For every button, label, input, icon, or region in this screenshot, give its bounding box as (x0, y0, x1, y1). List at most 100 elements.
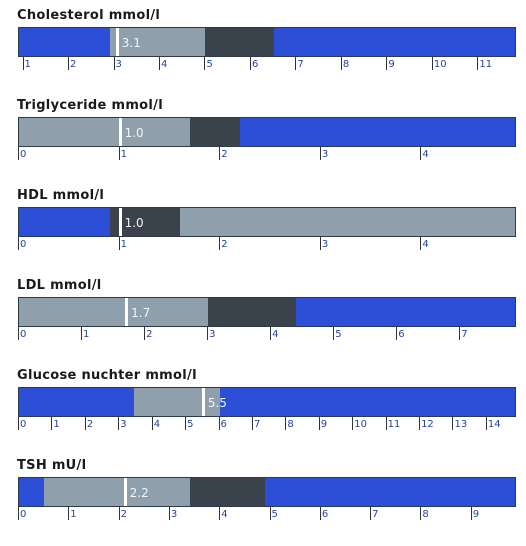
axis-tick-label: 2 (86, 419, 94, 430)
axis-tick (420, 237, 422, 250)
range-segment-light (44, 478, 191, 506)
range-segment-blue (273, 28, 515, 56)
axis-tick (420, 147, 422, 160)
value-marker (125, 298, 129, 326)
value-marker (123, 478, 127, 506)
value-label: 1.7 (131, 306, 151, 320)
range-bar: 1.0 (18, 117, 516, 147)
axis-tick-label: 9 (472, 509, 480, 520)
axis-tick-label: 5 (335, 329, 342, 340)
axis-tick (168, 507, 170, 520)
axis-tick (340, 57, 342, 70)
axis-tick (319, 147, 321, 160)
axis-tick-label: 14 (487, 419, 501, 430)
axis-tick-label: 0 (20, 509, 27, 520)
axis-tick-label: 3 (321, 149, 329, 160)
axis-tick (459, 327, 461, 340)
axis-tick-label: 8 (342, 59, 350, 70)
axis-tick-label: 1 (53, 419, 60, 430)
axis-tick (251, 417, 253, 430)
axis-tick (219, 507, 221, 520)
range-segment-light (19, 118, 115, 146)
axis-tick (269, 507, 271, 520)
range-segment-light (134, 388, 220, 416)
range-segment-blue (296, 298, 515, 326)
axis-tick-label: 5 (206, 59, 213, 70)
axis-tick (18, 237, 19, 250)
axis-tick (68, 507, 70, 520)
axis-tick-label: 8 (287, 419, 294, 430)
axis-tick-label: 3 (170, 509, 178, 520)
axis-tick (68, 57, 70, 70)
axis-tick (452, 417, 454, 430)
axis-tick (118, 507, 120, 520)
axis-tick-label: 1 (70, 509, 77, 520)
axis-tick-label: 1 (83, 329, 90, 340)
range-bar: 2.2 (18, 477, 516, 507)
axis: 0 1 2 3 4 5 6 7 8 9 (18, 507, 516, 521)
axis-tick-label: 2 (70, 59, 77, 70)
range-segment-blue (219, 388, 515, 416)
range-segment-blue (19, 388, 135, 416)
axis-tick (370, 507, 372, 520)
axis-tick-label: 4 (422, 239, 429, 250)
range-segment-blue (240, 118, 515, 146)
axis-tick (485, 417, 487, 430)
axis-tick-label: 11 (479, 59, 493, 70)
axis-tick-label: 3 (209, 329, 216, 340)
result-panel: Triglyceride mmol/l 1.0 0 1 2 3 4 (0, 98, 526, 186)
range-segment-blue (19, 208, 110, 236)
result-title: Triglyceride mmol/l (17, 98, 163, 113)
axis-tick (18, 327, 19, 340)
axis-tick-label: 4 (160, 59, 168, 70)
axis: 0 1 2 3 4 (18, 147, 516, 161)
range-segment-blue (19, 28, 110, 56)
axis-tick (477, 57, 479, 70)
axis-tick (318, 417, 320, 430)
result-title: HDL mmol/l (17, 188, 105, 203)
axis-tick-label: 4 (221, 509, 228, 520)
range-segment-blue (19, 478, 45, 506)
axis-tick (118, 147, 120, 160)
value-label: 3.1 (121, 36, 141, 50)
axis-tick-label: 7 (461, 329, 468, 340)
axis-tick (151, 417, 153, 430)
axis-tick (319, 237, 321, 250)
axis-tick (295, 57, 297, 70)
axis-tick (118, 237, 120, 250)
axis-tick-label: 2 (146, 329, 153, 340)
axis-tick (386, 57, 388, 70)
result-title: Glucose nuchter mmol/l (17, 368, 197, 383)
axis-tick (18, 507, 19, 520)
axis-tick-label: 5 (187, 419, 194, 430)
axis-tick (285, 417, 287, 430)
axis-tick-label: 1 (24, 59, 31, 70)
axis-tick-label: 9 (388, 59, 395, 70)
axis-tick (118, 417, 120, 430)
axis-tick (185, 417, 187, 430)
axis-tick (81, 327, 83, 340)
axis: 0 1 2 3 4 5 6 7 (18, 327, 516, 341)
axis-tick (396, 327, 398, 340)
axis-tick-label: 4 (422, 149, 429, 160)
axis-tick-label: 4 (272, 329, 279, 340)
axis-tick (249, 57, 251, 70)
axis-tick-label: 11 (387, 419, 401, 430)
axis-tick (270, 327, 272, 340)
axis-tick-label: 0 (20, 149, 27, 160)
axis-tick-label: 6 (251, 59, 259, 70)
axis-tick-label: 1 (120, 239, 127, 250)
range-bar: 1.0 (18, 207, 516, 237)
axis-tick-label: 4 (153, 419, 161, 430)
axis-tick-label: 12 (421, 419, 434, 430)
range-segment-dark (190, 118, 241, 146)
axis-tick-label: 7 (253, 419, 261, 430)
axis-tick (18, 147, 19, 160)
range-bar: 5.5 (18, 387, 516, 417)
axis: 0 1 2 3 4 (18, 237, 516, 251)
result-title: LDL mmol/l (17, 278, 102, 293)
axis-tick-label: 10 (354, 419, 367, 430)
value-marker (118, 118, 122, 146)
range-segment-light (109, 28, 206, 56)
result-panel: Glucose nuchter mmol/l 5.5 0 1 2 3 4 5 6 7 8 9 10 11 1… (0, 368, 526, 456)
